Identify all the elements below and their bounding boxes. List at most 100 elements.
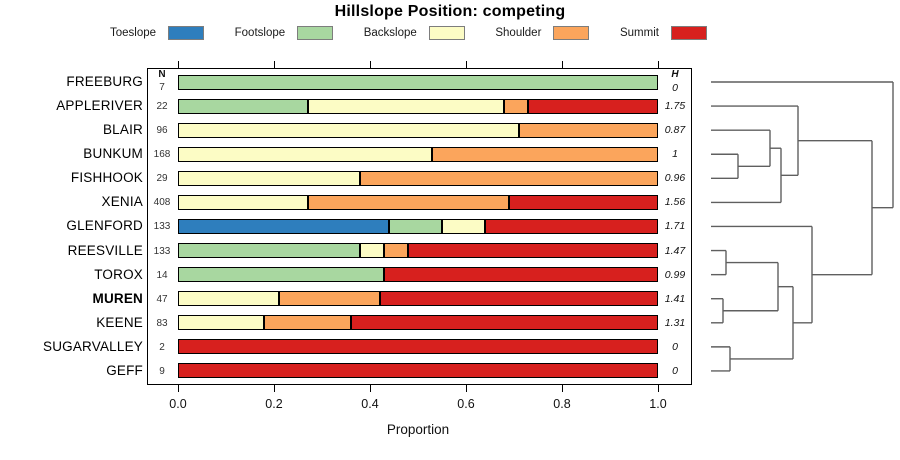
row-label: FREEBURG: [66, 74, 143, 89]
stacked-bar: [178, 339, 658, 355]
x-axis-tick-label: 1.0: [649, 397, 667, 411]
x-axis-tick-label: 0.0: [169, 397, 187, 411]
bar-segment-shoulder: [432, 146, 658, 162]
row-h-value: 0.87: [664, 124, 686, 137]
x-axis-top-tick: [466, 61, 467, 68]
row-n-value: 2: [159, 341, 165, 353]
bar-segment-backslope: [441, 218, 486, 234]
bar-segment-shoulder: [504, 98, 529, 114]
row-n-value: 9: [159, 365, 165, 377]
x-axis-tick: [178, 385, 179, 392]
bar-segment-backslope: [178, 194, 308, 210]
row-h-value: 1.71: [664, 220, 686, 233]
stacked-bar: [178, 218, 658, 234]
bar-segment-shoulder: [278, 291, 380, 307]
shoulder-color-swatch: [553, 26, 590, 40]
row-n-value: 14: [156, 269, 168, 281]
row-h-value: 1.31: [664, 316, 686, 329]
legend-item-label: Summit: [619, 27, 659, 39]
legend-item: Backslope: [364, 26, 465, 40]
bar-segment-shoulder: [384, 243, 409, 259]
row-label: BLAIR: [102, 122, 143, 138]
row-n-value: 22: [156, 101, 168, 113]
x-axis-top-tick: [178, 61, 179, 68]
x-axis-tick: [274, 385, 275, 392]
row-label: GEFF: [106, 362, 143, 378]
row-h-value: 1.56: [664, 196, 686, 209]
row-h-value: 0: [672, 82, 678, 94]
bar-segment-footslope: [178, 98, 308, 114]
row-label: TOROX: [94, 266, 143, 282]
row-n-value: 83: [156, 317, 168, 329]
x-axis-label: Proportion: [386, 422, 450, 437]
row-n-value: 133: [153, 245, 171, 257]
x-axis-tick: [562, 385, 563, 392]
bar-segment-summit: [178, 339, 658, 355]
row-n-value: 168: [153, 149, 171, 161]
legend-item: Shoulder: [495, 26, 590, 40]
x-axis-tick-label: 0.8: [553, 397, 571, 411]
legend-item: Footslope: [235, 26, 334, 40]
row-label: REESVILLE: [67, 242, 143, 258]
footslope-color-swatch: [297, 26, 334, 40]
bar-segment-summit: [509, 194, 658, 210]
row-label: GLENFORD: [66, 218, 143, 234]
bar-segment-footslope: [389, 218, 442, 234]
row-n-value: 408: [153, 197, 171, 209]
bar-segment-shoulder: [264, 315, 351, 331]
row-h-value: 1.75: [664, 100, 686, 113]
bar-segment-backslope: [178, 146, 433, 162]
legend-item-label: Shoulder: [495, 27, 542, 39]
stacked-bar: [178, 146, 658, 162]
bar-segment-footslope: [178, 243, 361, 259]
stacked-bar: [178, 363, 658, 379]
bar-segment-summit: [408, 243, 658, 259]
bar-segment-backslope: [178, 291, 279, 307]
legend-item: Summit: [620, 26, 707, 40]
row-label: MUREN: [92, 290, 143, 306]
row-n-value: 47: [156, 293, 168, 305]
bar-segment-footslope: [178, 267, 385, 283]
stacked-bar: [178, 170, 658, 186]
legend-item-label: Toeslope: [110, 27, 157, 39]
bar-segment-backslope: [178, 170, 361, 186]
row-h-value: 0.99: [664, 268, 686, 281]
x-axis-tick: [658, 385, 659, 392]
stacked-bar: [178, 122, 658, 138]
legend-item: Toeslope: [110, 26, 205, 40]
row-label: APPLERIVER: [56, 98, 143, 114]
x-axis-tick: [466, 385, 467, 392]
row-h-value: 0: [672, 340, 678, 353]
bar-segment-toeslope: [178, 218, 390, 234]
bar-segment-summit: [384, 267, 658, 283]
x-axis-top-tick: [562, 61, 563, 68]
x-axis-tick: [370, 385, 371, 392]
row-label: XENIA: [101, 194, 143, 210]
row-label: FISHHOOK: [70, 170, 143, 186]
bar-segment-summit: [485, 218, 658, 234]
legend-item-label: Footslope: [234, 27, 286, 39]
row-n-value: 7: [159, 82, 165, 93]
row-label: SUGARVALLEY: [43, 338, 143, 354]
stacked-bar: [178, 98, 658, 114]
stacked-bar: [178, 315, 658, 331]
bar-segment-shoulder: [360, 170, 658, 186]
chart-title: Hillslope Position: competing: [334, 3, 566, 20]
bar-segment-backslope: [307, 98, 505, 114]
row-h-value: 1: [672, 148, 678, 161]
toeslope-color-swatch: [168, 26, 205, 40]
bar-segment-shoulder: [518, 122, 658, 138]
summit-color-swatch: [670, 26, 707, 40]
row-h-value: 1.41: [664, 292, 686, 305]
bar-segment-backslope: [178, 315, 265, 331]
bar-segment-backslope: [360, 243, 385, 259]
stacked-bar: [178, 267, 658, 283]
x-axis-top-tick: [274, 61, 275, 68]
legend: Toeslope Footslope Backslope Shoulder Summit: [110, 24, 707, 42]
stacked-bar: [178, 243, 658, 259]
bar-segment-summit: [379, 291, 658, 307]
row-label: KEENE: [96, 314, 143, 330]
row-n-value: 29: [156, 173, 168, 185]
